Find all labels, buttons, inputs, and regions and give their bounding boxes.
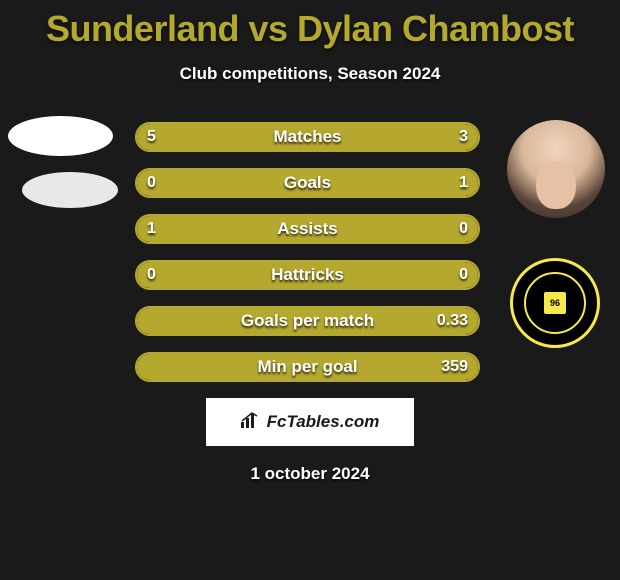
stat-row: Goals per match0.33	[135, 306, 480, 336]
stat-bar-track	[135, 260, 480, 290]
stat-row: Assists10	[135, 214, 480, 244]
stat-bar-left-fill	[137, 308, 198, 334]
stat-bar-track	[135, 122, 480, 152]
stat-bar-right-fill	[198, 354, 478, 380]
stat-bar-left-fill	[137, 170, 198, 196]
comparison-date: 1 october 2024	[0, 464, 620, 484]
stat-row: Goals01	[135, 168, 480, 198]
stat-bar-right-fill	[198, 170, 478, 196]
stat-bar-right-fill	[417, 216, 478, 242]
stat-bar-left-fill	[137, 354, 198, 380]
stat-row: Min per goal359	[135, 352, 480, 382]
stat-bar-left-fill	[137, 216, 417, 242]
stat-bar-track	[135, 168, 480, 198]
stat-bar-track	[135, 352, 480, 382]
fctables-badge[interactable]: FcTables.com	[206, 398, 414, 446]
stat-row: Matches53	[135, 122, 480, 152]
stat-bar-left-fill	[137, 262, 308, 288]
stat-bar-right-fill	[348, 124, 478, 150]
stats-area: Matches53 Goals01 Assists10 Hattricks00 Goal…	[0, 122, 620, 382]
stat-bar-track	[135, 306, 480, 336]
stat-bar-right-fill	[308, 262, 479, 288]
comparison-title: Sunderland vs Dylan Chambost	[0, 0, 620, 50]
comparison-subtitle: Club competitions, Season 2024	[0, 64, 620, 84]
stat-row: Hattricks00	[135, 260, 480, 290]
chart-icon	[241, 412, 261, 433]
fctables-label: FcTables.com	[267, 412, 380, 432]
stat-bar-track	[135, 214, 480, 244]
stat-bar-left-fill	[137, 124, 348, 150]
stat-bar-right-fill	[198, 308, 478, 334]
